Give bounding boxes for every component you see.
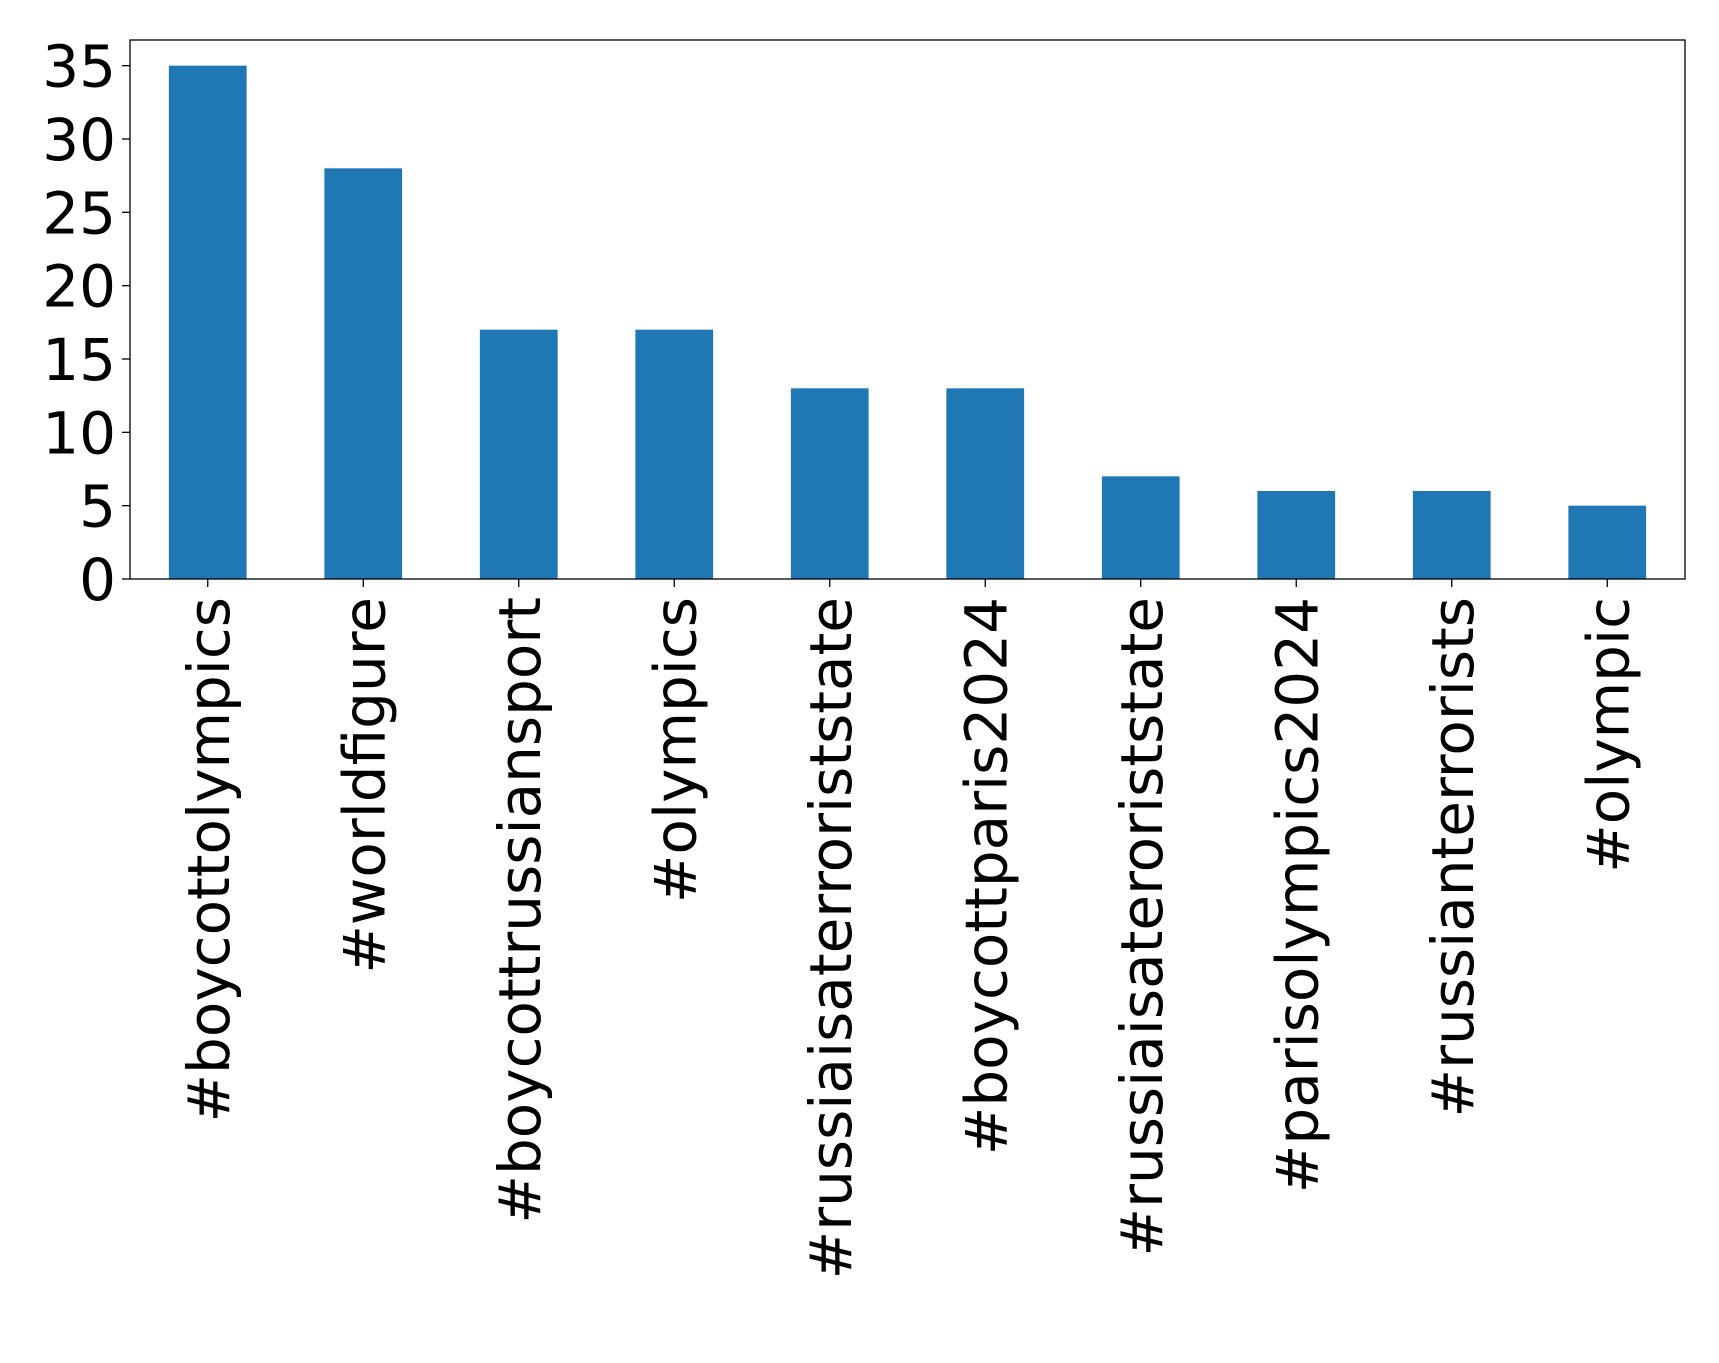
y-tick-label: 35 — [42, 33, 116, 101]
x-tick-label: #olympics — [641, 597, 709, 903]
x-tick-label: #parisolympics2024 — [1263, 597, 1331, 1193]
x-tick-label: #boycottolympics — [175, 597, 243, 1123]
y-tick-label: 10 — [42, 399, 116, 467]
bar-6 — [1101, 476, 1180, 579]
x-tick-label: #russiaisateroriststate — [1108, 597, 1176, 1257]
y-tick-label: 0 — [79, 546, 116, 614]
bar-8 — [1412, 491, 1491, 579]
bars-group — [168, 65, 1647, 580]
bar-3 — [635, 329, 714, 579]
x-tick-label: #boycottrussiansport — [486, 597, 554, 1224]
bar-2 — [479, 329, 558, 579]
plot-frame — [129, 39, 1686, 580]
x-tick-label: #worldfigure — [330, 597, 398, 974]
bar-0 — [168, 65, 247, 579]
bar-5 — [946, 388, 1025, 579]
bar-9 — [1568, 505, 1647, 579]
y-tick-label: 25 — [42, 179, 116, 247]
x-axis: #boycottolympics #worldfigure #boycottruss… — [175, 579, 1642, 1279]
bar-1 — [324, 168, 403, 580]
x-tick-label: #russiaisaterroriststate — [797, 597, 865, 1279]
x-tick-label: #olympic — [1574, 597, 1642, 873]
y-tick-label: 15 — [42, 326, 116, 394]
x-tick-label: #russianterrorists — [1419, 597, 1487, 1118]
y-tick-label: 5 — [79, 473, 116, 541]
x-tick-label: #boycottparis2024 — [952, 597, 1020, 1155]
bar-7 — [1257, 491, 1336, 579]
bar-4 — [790, 388, 869, 579]
y-tick-label: 30 — [42, 106, 116, 174]
y-tick-label: 20 — [42, 253, 116, 321]
